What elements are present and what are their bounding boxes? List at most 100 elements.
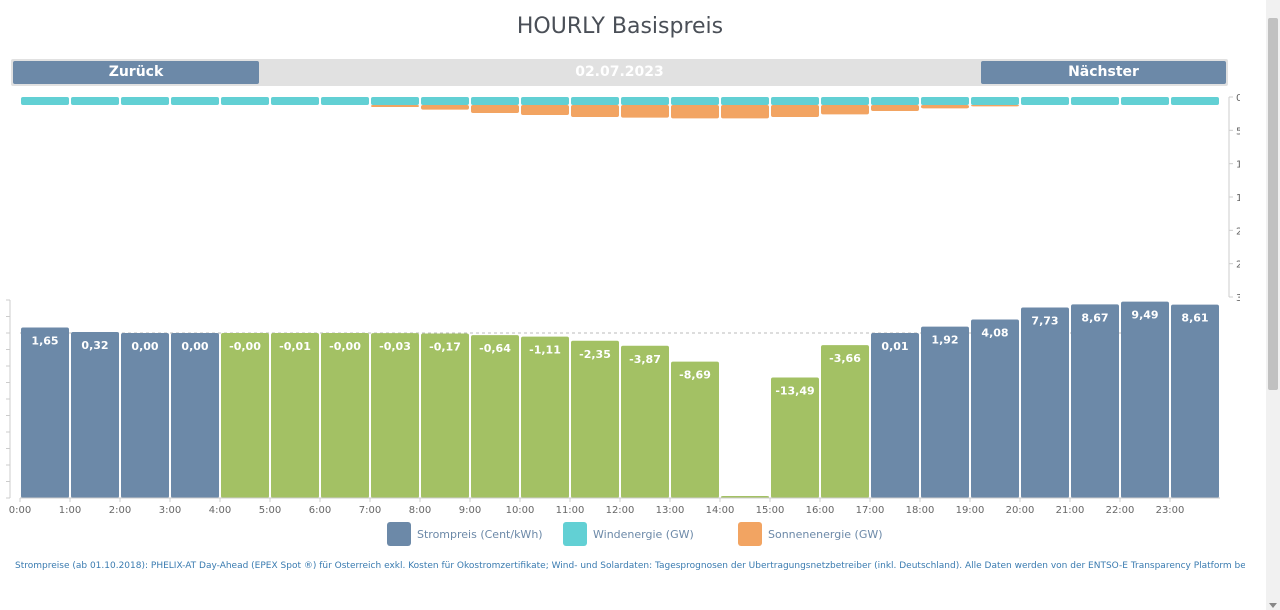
wind-bar (1071, 97, 1119, 105)
x-axis-tick-label: 0:00 (9, 505, 31, 516)
price-bar (621, 345, 669, 498)
energy-axis-tick-label: 25 (1236, 260, 1240, 271)
solar-bar (521, 105, 569, 115)
wind-bar (171, 97, 219, 105)
x-axis-tick-label: 7:00 (359, 505, 381, 516)
x-axis-tick-label: 20:00 (1006, 505, 1035, 516)
x-axis-tick-label: 17:00 (856, 505, 885, 516)
solar-bar (421, 105, 469, 110)
legend-swatch-wind (563, 522, 587, 546)
price-bar-label: -0,03 (379, 340, 411, 353)
price-bar-label: 0,00 (181, 340, 208, 353)
price-bar (421, 333, 469, 498)
wind-bar (821, 97, 869, 105)
price-bar (571, 340, 619, 498)
wind-bar (871, 97, 919, 105)
wind-bar (271, 97, 319, 105)
legend-label-solar: Sonnenenergie (GW) (768, 527, 883, 541)
price-bar-label: -0,00 (329, 340, 361, 353)
price-bar-label: 1,65 (31, 335, 58, 348)
price-bar (871, 332, 919, 498)
solar-bar (621, 105, 669, 118)
solar-bar (371, 105, 419, 107)
x-axis-tick-label: 4:00 (209, 505, 231, 516)
data-source-footnote: Strompreise (ab 01.10.2018): PHELIX-AT D… (15, 561, 1245, 571)
solar-bar (671, 105, 719, 119)
wind-bar (1171, 97, 1219, 105)
price-bar (171, 333, 219, 498)
x-axis-tick-label: 12:00 (606, 505, 635, 516)
solar-bar (821, 105, 869, 115)
x-axis-tick-label: 16:00 (806, 505, 835, 516)
price-bar (671, 361, 719, 498)
price-bar (921, 326, 969, 498)
x-axis-tick-label: 23:00 (1156, 505, 1185, 516)
solar-bar (471, 105, 519, 113)
wind-bar (1021, 97, 1069, 105)
legend-item-price[interactable]: Strompreis (Cent/kWh) (387, 521, 543, 547)
wind-bar (721, 97, 769, 105)
x-axis-tick-label: 11:00 (556, 505, 585, 516)
energy-axis-tick-label: 5 (1236, 126, 1240, 137)
price-bar (321, 333, 369, 498)
price-bar-label: 8,61 (1181, 312, 1208, 325)
vertical-scrollbar[interactable] (1266, 0, 1280, 610)
chart-legend: Strompreis (Cent/kWh) Windenergie (GW) S… (0, 521, 1240, 547)
price-bar (1071, 304, 1119, 498)
energy-axis-tick-label: 15 (1236, 193, 1240, 204)
wind-bar (921, 97, 969, 105)
price-bar-label: 7,73 (1031, 314, 1058, 327)
solar-bar (571, 105, 619, 117)
price-bar (121, 333, 169, 498)
price-bar-label: -2,35 (579, 348, 611, 361)
wind-bar (521, 97, 569, 105)
wind-bar (21, 97, 69, 105)
x-axis-tick-label: 18:00 (906, 505, 935, 516)
price-bar (771, 377, 819, 498)
next-day-button[interactable]: Nächster (981, 61, 1226, 84)
price-bar (271, 333, 319, 498)
wind-bar (321, 97, 369, 105)
wind-bar (371, 97, 419, 105)
x-axis-tick-label: 13:00 (656, 505, 685, 516)
previous-day-button[interactable]: Zurück (13, 61, 259, 84)
price-bar-label: -3,66 (829, 352, 861, 365)
price-bar-label: 4,08 (981, 327, 1008, 340)
x-axis-tick-label: 10:00 (506, 505, 535, 516)
price-bar-label: -0,64 (479, 342, 511, 355)
x-axis-tick-label: 15:00 (756, 505, 785, 516)
wind-bar (1121, 97, 1169, 105)
price-energy-chart: 0 5 10 15 20 25 30 1,65 0,32 0,00 0,00 -0,00 -0,01 -0… (6, 93, 1240, 516)
current-date: 02.07.2023 (575, 64, 664, 80)
scroll-down-arrow-icon[interactable] (1269, 603, 1277, 608)
energy-axis-tick-label: 30 (1236, 293, 1240, 304)
x-axis-tick-label: 14:00 (706, 505, 735, 516)
price-bar (71, 331, 119, 498)
price-bar-label: -3,87 (629, 353, 661, 366)
scrollbar-thumb[interactable] (1268, 18, 1278, 390)
x-axis-tick-label: 19:00 (956, 505, 985, 516)
price-bar-label: -1,11 (529, 344, 561, 357)
x-axis-tick-label: 6:00 (309, 505, 331, 516)
wind-bar (671, 97, 719, 105)
x-axis-tick-label: 3:00 (159, 505, 181, 516)
energy-axis-tick-label: 0 (1236, 93, 1240, 104)
x-axis-tick-label: 21:00 (1056, 505, 1085, 516)
legend-item-wind[interactable]: Windenergie (GW) (563, 521, 694, 547)
date-navigation-bar: Zurück 02.07.2023 Nächster (11, 59, 1228, 86)
solar-bar (771, 105, 819, 117)
wind-bar (121, 97, 169, 105)
price-bar (21, 327, 69, 498)
price-bar (221, 333, 269, 498)
price-bar (471, 335, 519, 498)
energy-axis-tick-label: 10 (1236, 160, 1240, 171)
solar-bar (721, 105, 769, 119)
energy-axis-tick-label: 20 (1236, 226, 1240, 237)
wind-bar (71, 97, 119, 105)
legend-label-price: Strompreis (Cent/kWh) (417, 527, 543, 541)
legend-item-solar[interactable]: Sonnenenergie (GW) (738, 521, 883, 547)
chart-title: HOURLY Basispreis (516, 14, 724, 39)
x-axis-tick-label: 9:00 (459, 505, 481, 516)
x-axis-tick-label: 1:00 (59, 505, 81, 516)
price-bar-label: 0,01 (881, 340, 908, 353)
